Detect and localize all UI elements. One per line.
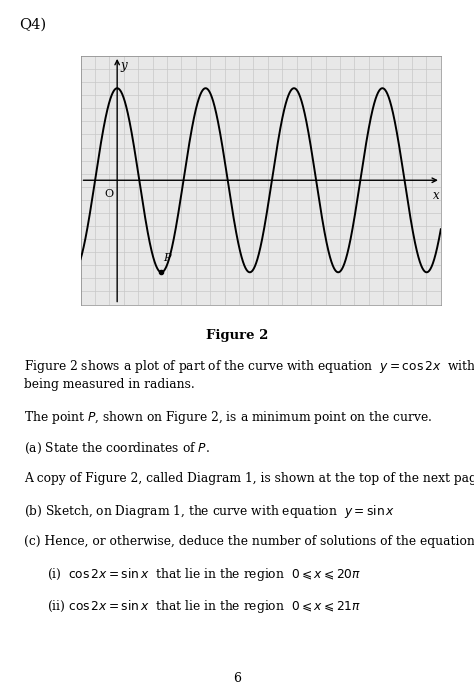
Text: A copy of Figure 2, called Diagram 1, is shown at the top of the next page.: A copy of Figure 2, called Diagram 1, is… xyxy=(24,472,474,485)
Text: Figure 2: Figure 2 xyxy=(206,329,268,342)
Text: being measured in radians.: being measured in radians. xyxy=(24,378,194,391)
Text: (a) State the coordinates of $P$.: (a) State the coordinates of $P$. xyxy=(24,441,210,456)
Text: (b) Sketch, on Diagram 1, the curve with equation  $y = \sin x$: (b) Sketch, on Diagram 1, the curve with… xyxy=(24,503,395,520)
Text: Figure 2 shows a plot of part of the curve with equation  $y = \cos 2x$  with $x: Figure 2 shows a plot of part of the cur… xyxy=(24,358,474,375)
Text: (c) Hence, or otherwise, deduce the number of solutions of the equation: (c) Hence, or otherwise, deduce the numb… xyxy=(24,535,474,548)
Text: y: y xyxy=(120,59,127,72)
Text: Q4): Q4) xyxy=(19,18,46,32)
Text: x: x xyxy=(433,190,439,202)
Text: (ii) $\cos 2x = \sin x$  that lie in the region  $0 \leqslant x \leqslant 21\pi$: (ii) $\cos 2x = \sin x$ that lie in the … xyxy=(47,598,362,615)
Text: The point $P$, shown on Figure 2, is a minimum point on the curve.: The point $P$, shown on Figure 2, is a m… xyxy=(24,410,432,426)
Text: 6: 6 xyxy=(233,671,241,685)
Text: O: O xyxy=(105,190,114,200)
Text: (i)  $\cos 2x = \sin x$  that lie in the region  $0 \leqslant x \leqslant 20\pi$: (i) $\cos 2x = \sin x$ that lie in the r… xyxy=(47,566,362,583)
Text: P: P xyxy=(163,253,170,263)
